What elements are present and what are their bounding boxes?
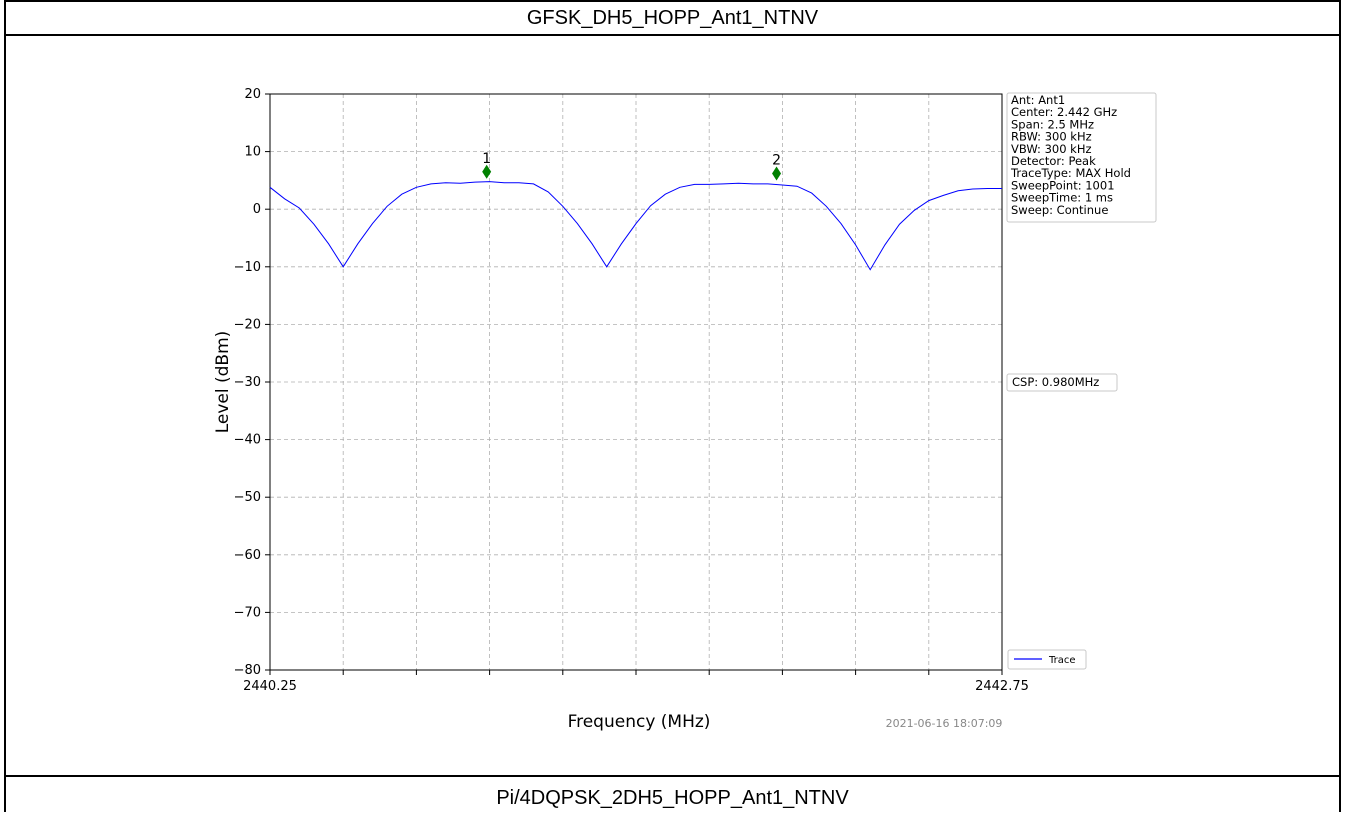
y-axis-label: Level (dBm) — [213, 331, 233, 434]
section-title-top: GFSK_DH5_HOPP_Ant1_NTNV — [526, 7, 819, 29]
info-line: Center: 2.442 GHz — [1011, 105, 1117, 119]
marker-2-diamond — [772, 166, 782, 181]
x-tick-label: 2442.75 — [975, 679, 1029, 694]
marker-1-diamond — [482, 164, 492, 179]
legend: Trace — [1007, 649, 1087, 670]
y-tick-label: −50 — [234, 490, 261, 505]
title-divider-bottom — [4, 775, 1341, 777]
y-tick-label: −70 — [234, 605, 261, 620]
marker-1-label: 1 — [482, 151, 491, 167]
info-line: Span: 2.5 MHz — [1011, 117, 1094, 131]
y-tick-label: 10 — [244, 145, 261, 160]
y-tick-label: −10 — [234, 260, 261, 275]
csp-text: CSP: 0.980MHz — [1012, 375, 1099, 389]
marker-2-label: 2 — [772, 152, 781, 168]
info-line: VBW: 300 kHz — [1011, 142, 1092, 156]
x-axis-ticks: 2440.25 2442.75 — [243, 670, 1029, 694]
title-divider-top — [4, 34, 1341, 36]
y-tick-label: 20 — [244, 87, 261, 102]
section-title-bottom: Pi/4DQPSK_2DH5_HOPP_Ant1_NTNV — [496, 787, 849, 809]
csp-box: CSP: 0.980MHz — [1006, 373, 1118, 392]
trace-line — [269, 181, 1002, 271]
y-tick-label: −20 — [234, 317, 261, 332]
y-tick-label: −30 — [234, 375, 261, 390]
x-tick-label: 2440.25 — [243, 679, 297, 694]
info-line: Detector: Peak — [1011, 154, 1096, 168]
page-frame — [4, 0, 1341, 812]
info-line: RBW: 300 kHz — [1011, 130, 1092, 144]
top-border — [4, 0, 1341, 2]
info-line: Sweep: Continue — [1011, 203, 1108, 217]
timestamp: 2021-06-16 18:07:09 — [886, 717, 1003, 730]
y-tick-label: −80 — [234, 663, 261, 678]
info-line: Ant: Ant1 — [1011, 93, 1065, 107]
y-tick-label: −60 — [234, 548, 261, 563]
legend-entry-trace: Trace — [1048, 655, 1076, 666]
info-box-frame — [1006, 92, 1157, 223]
y-tick-label: −40 — [234, 433, 261, 448]
y-tick-label: 0 — [253, 202, 261, 217]
grid-lines — [270, 94, 1002, 670]
info-line: SweepPoint: 1001 — [1011, 178, 1115, 192]
info-line: SweepTime: 1 ms — [1011, 191, 1113, 205]
x-axis-label: Frequency (MHz) — [568, 712, 711, 732]
y-axis-ticks: 20 10 0 −10 −20 −30 −40 −50 −60 −70 −80 — [234, 87, 270, 678]
info-line: TraceType: MAX Hold — [1010, 166, 1131, 180]
